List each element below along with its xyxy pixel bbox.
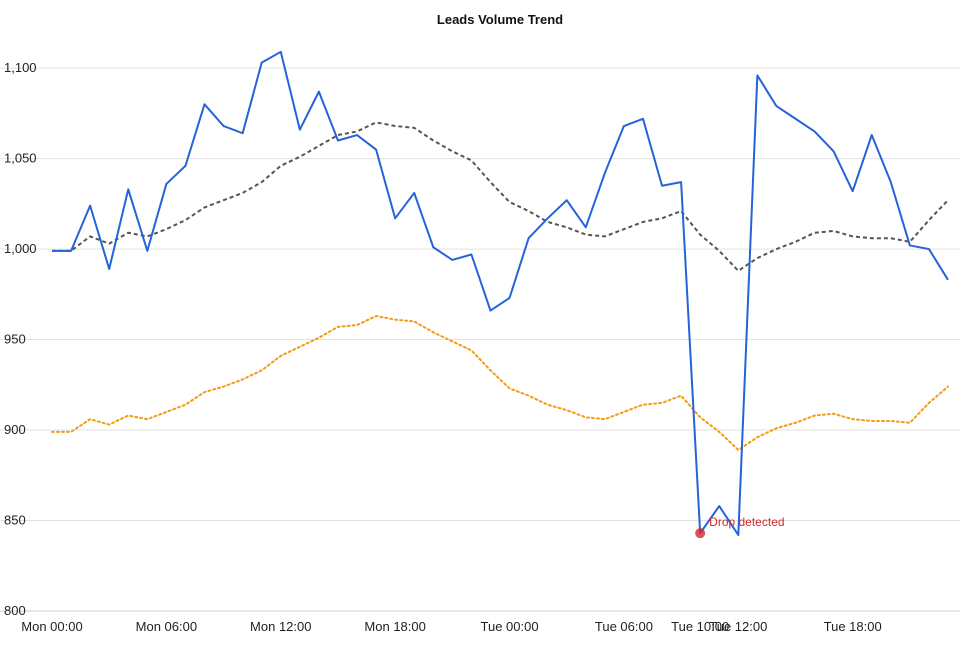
annotation-marker: [695, 528, 706, 539]
x-tick-label: Tue 18:00: [824, 619, 882, 634]
x-tick-label: Mon 12:00: [250, 619, 311, 634]
x-tick-label: Mon 06:00: [136, 619, 197, 634]
y-tick-label: 950: [4, 332, 26, 347]
y-tick-label: 800: [4, 603, 26, 618]
y-tick-label: 850: [4, 513, 26, 528]
y-tick-label: 900: [4, 422, 26, 437]
x-tick-label: Tue 10:00: [671, 619, 729, 634]
series-lines: [51, 50, 949, 536]
series-line-dashed: [52, 121, 949, 272]
axes: 800 850 900 950 1,000 1,050 1,100 Mon 00:00 Mon …: [4, 60, 882, 634]
x-tick-label: Mon 18:00: [364, 619, 425, 634]
y-tick-label: 1,050: [4, 151, 37, 166]
x-tick-label: Tue 12:00: [709, 619, 767, 634]
series-line-solid: [52, 50, 949, 536]
annotation-label: Drop detected: [709, 515, 784, 529]
x-tick-label: Tue 06:00: [595, 619, 653, 634]
x-tick-label: Mon 00:00: [21, 619, 82, 634]
chart-title: Leads Volume Trend: [437, 12, 563, 27]
y-tick-label: 1,000: [4, 241, 37, 256]
grid-lines: [0, 67, 960, 612]
x-tick-label: Tue 00:00: [481, 619, 539, 634]
y-tick-label: 1,100: [4, 60, 37, 75]
series-line-dotted: [51, 315, 949, 451]
annotations: Drop detected: [695, 515, 785, 539]
